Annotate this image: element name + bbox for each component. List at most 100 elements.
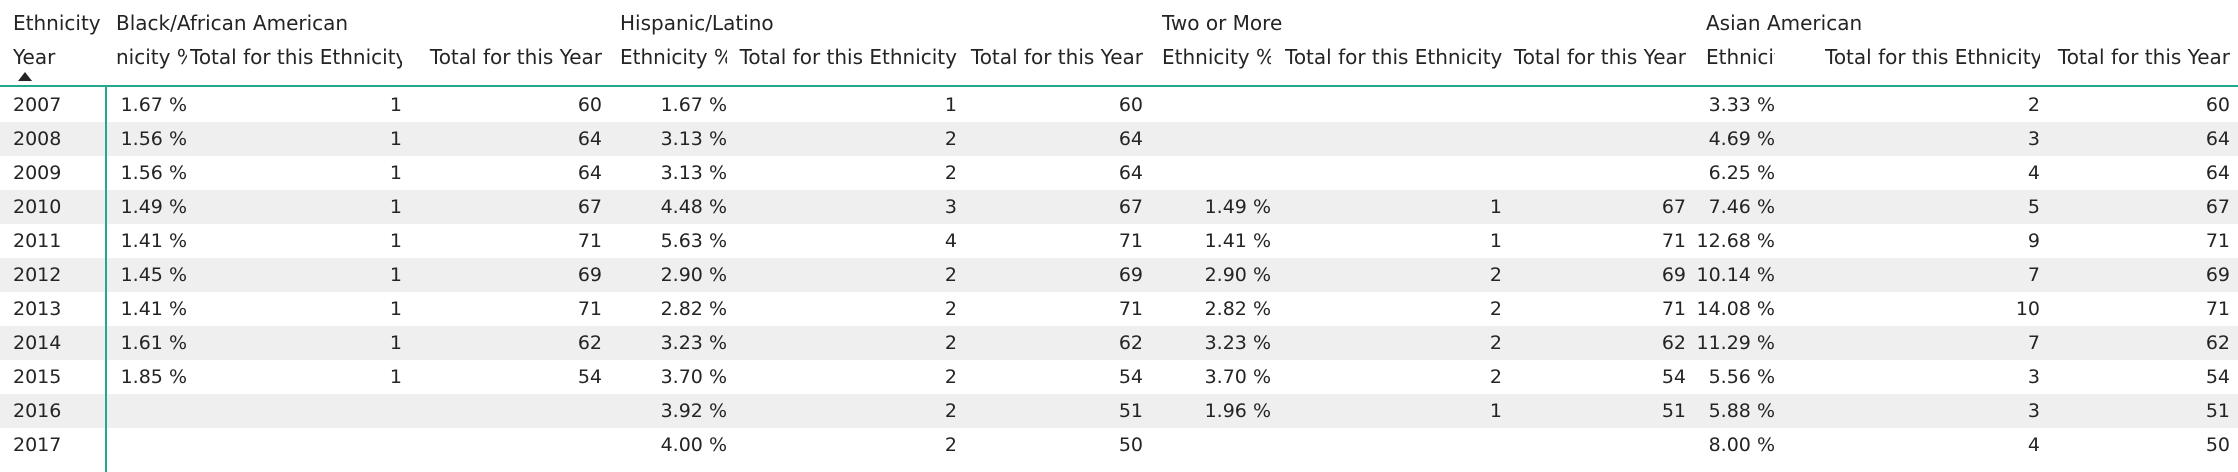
table-cell[interactable]: 12.68 % (1696, 230, 1776, 252)
group-header[interactable]: Hispanic/Latino (620, 11, 774, 35)
column-header[interactable]: Total for this Year (2057, 45, 2230, 69)
column-header[interactable]: Total for this Year (1513, 45, 1686, 69)
table-cell[interactable]: 2 (1489, 332, 1502, 354)
group-header[interactable]: Two or More (1162, 11, 1283, 35)
table-cell[interactable]: 67 (2205, 196, 2230, 218)
table-cell[interactable]: 60 (2205, 94, 2230, 116)
table-cell[interactable]: 1 (389, 332, 402, 354)
column-header[interactable]: Ethnicity % (1706, 45, 1775, 69)
table-cell[interactable]: 50 (2205, 434, 2230, 456)
group-header[interactable]: Black/African American (116, 11, 349, 35)
table-cell[interactable]: 1.56 % (120, 162, 187, 184)
table-cell[interactable]: 3 (2027, 400, 2040, 422)
group-header[interactable]: Asian American (1706, 11, 1863, 35)
table-cell[interactable] (1490, 428, 1686, 462)
table-cell[interactable]: 1 (1489, 400, 1502, 422)
table-cell[interactable]: 1.41 % (1204, 230, 1271, 252)
table-cell[interactable]: 2.90 % (660, 264, 727, 286)
table-cell[interactable]: 67 (1118, 196, 1143, 218)
table-cell[interactable] (1142, 156, 1271, 190)
table-cell[interactable]: 1 (389, 264, 402, 286)
table-cell[interactable]: 3 (2027, 366, 2040, 388)
table-cell[interactable]: 8.00 % (1708, 434, 1775, 456)
table-cell[interactable]: 1.67 % (120, 94, 187, 116)
table-cell[interactable]: 69 (1118, 264, 1143, 286)
table-cell[interactable]: 60 (577, 94, 602, 116)
table-cell[interactable]: 54 (1118, 366, 1143, 388)
table-cell[interactable]: 60 (1118, 94, 1143, 116)
table-cell[interactable]: 1 (389, 366, 402, 388)
row-header-year[interactable]: 2010 (13, 196, 62, 218)
table-cell[interactable]: 4 (944, 230, 957, 252)
sort-ascending-icon[interactable] (18, 72, 32, 81)
table-cell[interactable]: 1.45 % (120, 264, 187, 286)
table-cell[interactable] (390, 394, 602, 428)
table-cell[interactable]: 1 (389, 162, 402, 184)
table-cell[interactable]: 64 (1118, 162, 1143, 184)
table-cell[interactable] (170, 394, 402, 428)
table-cell[interactable]: 5 (2027, 196, 2040, 218)
table-cell[interactable]: 2 (944, 128, 957, 150)
table-cell[interactable] (170, 428, 402, 462)
table-cell[interactable]: 2 (2027, 94, 2040, 116)
table-cell[interactable]: 3.13 % (660, 128, 727, 150)
table-cell[interactable]: 67 (577, 196, 602, 218)
table-cell[interactable]: 2.82 % (1204, 298, 1271, 320)
table-cell[interactable]: 69 (2205, 264, 2230, 286)
row-header-year[interactable]: 2008 (13, 128, 62, 150)
table-cell[interactable]: 7 (2027, 264, 2040, 286)
table-cell[interactable]: 5.63 % (660, 230, 727, 252)
table-cell[interactable]: 1.49 % (120, 196, 187, 218)
table-cell[interactable]: 2 (1489, 264, 1502, 286)
table-cell[interactable]: 3.13 % (660, 162, 727, 184)
row-header-year[interactable]: 2009 (13, 162, 62, 184)
table-cell[interactable]: 5.56 % (1708, 366, 1775, 388)
table-cell[interactable]: 7.46 % (1708, 196, 1775, 218)
table-cell[interactable]: 14.08 % (1696, 298, 1776, 320)
table-cell[interactable] (1265, 88, 1502, 122)
table-cell[interactable]: 1.61 % (120, 332, 187, 354)
table-cell[interactable]: 51 (1118, 400, 1143, 422)
table-cell[interactable]: 64 (577, 162, 602, 184)
table-cell[interactable]: 54 (577, 366, 602, 388)
table-cell[interactable]: 71 (1118, 230, 1143, 252)
table-cell[interactable] (1142, 122, 1271, 156)
table-cell[interactable]: 2 (1489, 298, 1502, 320)
table-cell[interactable] (1265, 428, 1502, 462)
corner-ethnicity-label[interactable]: Ethnicity (13, 11, 101, 35)
row-header-year[interactable]: 2014 (13, 332, 62, 354)
table-cell[interactable]: 2 (944, 264, 957, 286)
table-cell[interactable]: 6.25 % (1708, 162, 1775, 184)
table-cell[interactable]: 3.23 % (1204, 332, 1271, 354)
table-cell[interactable]: 2 (944, 332, 957, 354)
table-cell[interactable]: 1.85 % (120, 366, 187, 388)
table-cell[interactable] (390, 428, 602, 462)
table-cell[interactable]: 69 (577, 264, 602, 286)
table-cell[interactable]: 1.41 % (120, 230, 187, 252)
table-cell[interactable]: 71 (2205, 298, 2230, 320)
table-cell[interactable]: 2.82 % (660, 298, 727, 320)
table-cell[interactable]: 54 (1661, 366, 1686, 388)
table-cell[interactable]: 62 (2205, 332, 2230, 354)
row-header-year[interactable]: 2015 (13, 366, 62, 388)
table-cell[interactable]: 3 (944, 196, 957, 218)
table-cell[interactable]: 69 (1661, 264, 1686, 286)
table-cell[interactable]: 3.70 % (660, 366, 727, 388)
table-cell[interactable]: 62 (1661, 332, 1686, 354)
table-cell[interactable]: 2.90 % (1204, 264, 1271, 286)
column-header[interactable]: Total for this Year (429, 45, 602, 69)
table-cell[interactable] (1490, 88, 1686, 122)
table-cell[interactable]: 1 (389, 128, 402, 150)
table-cell[interactable]: 1 (389, 94, 402, 116)
table-cell[interactable]: 1.96 % (1204, 400, 1271, 422)
table-cell[interactable]: 1 (1489, 230, 1502, 252)
table-cell[interactable]: 1.41 % (120, 298, 187, 320)
table-cell[interactable]: 3.23 % (660, 332, 727, 354)
column-header[interactable]: Ethnicity % (1162, 45, 1271, 69)
table-cell[interactable] (1142, 428, 1271, 462)
table-cell[interactable]: 1 (389, 196, 402, 218)
table-cell[interactable]: 54 (2205, 366, 2230, 388)
table-cell[interactable]: 4 (2027, 434, 2040, 456)
table-cell[interactable]: 2 (944, 366, 957, 388)
row-header-year[interactable]: 2007 (13, 94, 62, 116)
